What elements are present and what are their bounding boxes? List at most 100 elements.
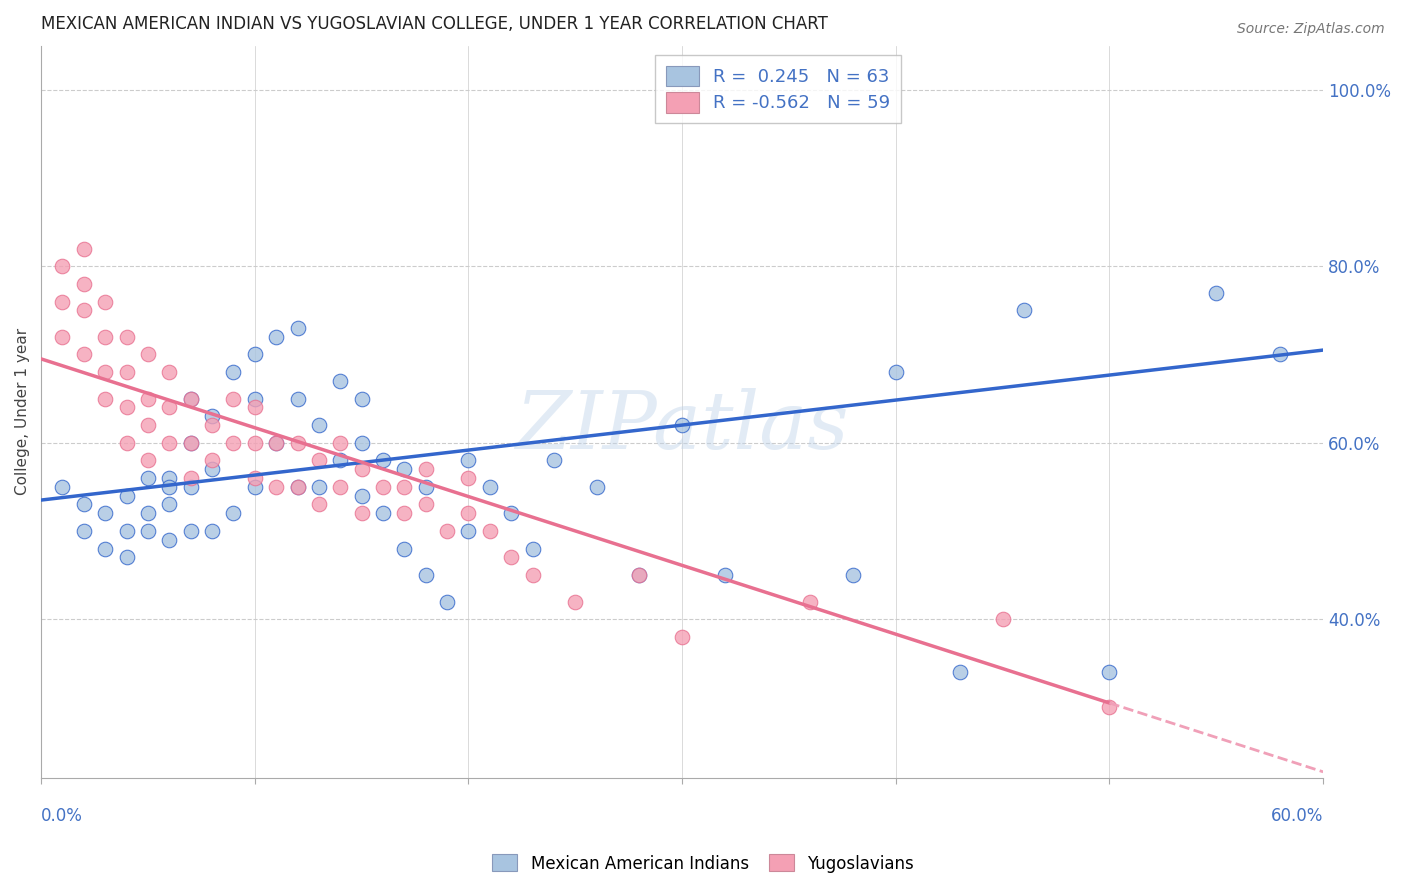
Point: [243, 392, 266, 406]
Point: [564, 594, 586, 608]
Point: [371, 506, 394, 520]
Point: [394, 462, 416, 476]
Point: [457, 524, 479, 538]
Point: [543, 453, 565, 467]
Point: [350, 489, 373, 503]
Point: [501, 506, 523, 520]
Point: [222, 392, 245, 406]
Point: [308, 453, 330, 467]
Point: [1012, 303, 1035, 318]
Point: [136, 524, 159, 538]
Point: [157, 435, 180, 450]
Point: [350, 506, 373, 520]
Point: [180, 471, 202, 485]
Point: [222, 435, 245, 450]
Point: [287, 480, 309, 494]
Point: [180, 435, 202, 450]
Point: [264, 435, 287, 450]
Point: [628, 568, 651, 582]
Point: [157, 480, 180, 494]
Point: [115, 401, 138, 415]
Point: [157, 401, 180, 415]
Point: [94, 365, 117, 379]
Point: [329, 374, 352, 388]
Point: [884, 365, 907, 379]
Point: [243, 347, 266, 361]
Point: [308, 418, 330, 433]
Point: [350, 435, 373, 450]
Point: [136, 453, 159, 467]
Point: [585, 480, 607, 494]
Text: 60.0%: 60.0%: [1271, 807, 1323, 825]
Point: [1205, 285, 1227, 300]
Y-axis label: College, Under 1 year: College, Under 1 year: [15, 328, 30, 495]
Point: [136, 347, 159, 361]
Point: [287, 321, 309, 335]
Point: [136, 506, 159, 520]
Point: [73, 347, 96, 361]
Point: [157, 533, 180, 547]
Point: [115, 550, 138, 565]
Point: [264, 435, 287, 450]
Point: [94, 330, 117, 344]
Point: [799, 594, 821, 608]
Point: [1098, 700, 1121, 714]
Point: [180, 480, 202, 494]
Point: [115, 489, 138, 503]
Point: [329, 480, 352, 494]
Point: [243, 471, 266, 485]
Point: [222, 506, 245, 520]
Text: 0.0%: 0.0%: [41, 807, 83, 825]
Point: [243, 401, 266, 415]
Point: [243, 480, 266, 494]
Point: [201, 462, 224, 476]
Point: [157, 471, 180, 485]
Text: ZIPatlas: ZIPatlas: [516, 388, 849, 466]
Point: [671, 418, 693, 433]
Point: [73, 277, 96, 291]
Point: [94, 541, 117, 556]
Point: [180, 435, 202, 450]
Point: [264, 330, 287, 344]
Point: [201, 453, 224, 467]
Point: [51, 294, 73, 309]
Point: [478, 480, 501, 494]
Point: [714, 568, 737, 582]
Point: [73, 303, 96, 318]
Point: [180, 524, 202, 538]
Point: [73, 498, 96, 512]
Point: [136, 471, 159, 485]
Point: [222, 365, 245, 379]
Point: [157, 498, 180, 512]
Point: [201, 409, 224, 424]
Point: [51, 259, 73, 273]
Point: [51, 330, 73, 344]
Point: [394, 541, 416, 556]
Point: [436, 524, 458, 538]
Point: [180, 392, 202, 406]
Point: [201, 524, 224, 538]
Point: [842, 568, 865, 582]
Point: [1270, 347, 1292, 361]
Point: [115, 330, 138, 344]
Point: [115, 524, 138, 538]
Point: [457, 471, 479, 485]
Point: [415, 462, 437, 476]
Point: [180, 392, 202, 406]
Point: [415, 480, 437, 494]
Point: [415, 498, 437, 512]
Point: [287, 392, 309, 406]
Point: [350, 462, 373, 476]
Point: [157, 365, 180, 379]
Point: [628, 568, 651, 582]
Point: [329, 453, 352, 467]
Point: [478, 524, 501, 538]
Point: [51, 480, 73, 494]
Point: [136, 392, 159, 406]
Point: [394, 480, 416, 494]
Point: [264, 480, 287, 494]
Point: [501, 550, 523, 565]
Point: [94, 506, 117, 520]
Point: [136, 418, 159, 433]
Point: [73, 524, 96, 538]
